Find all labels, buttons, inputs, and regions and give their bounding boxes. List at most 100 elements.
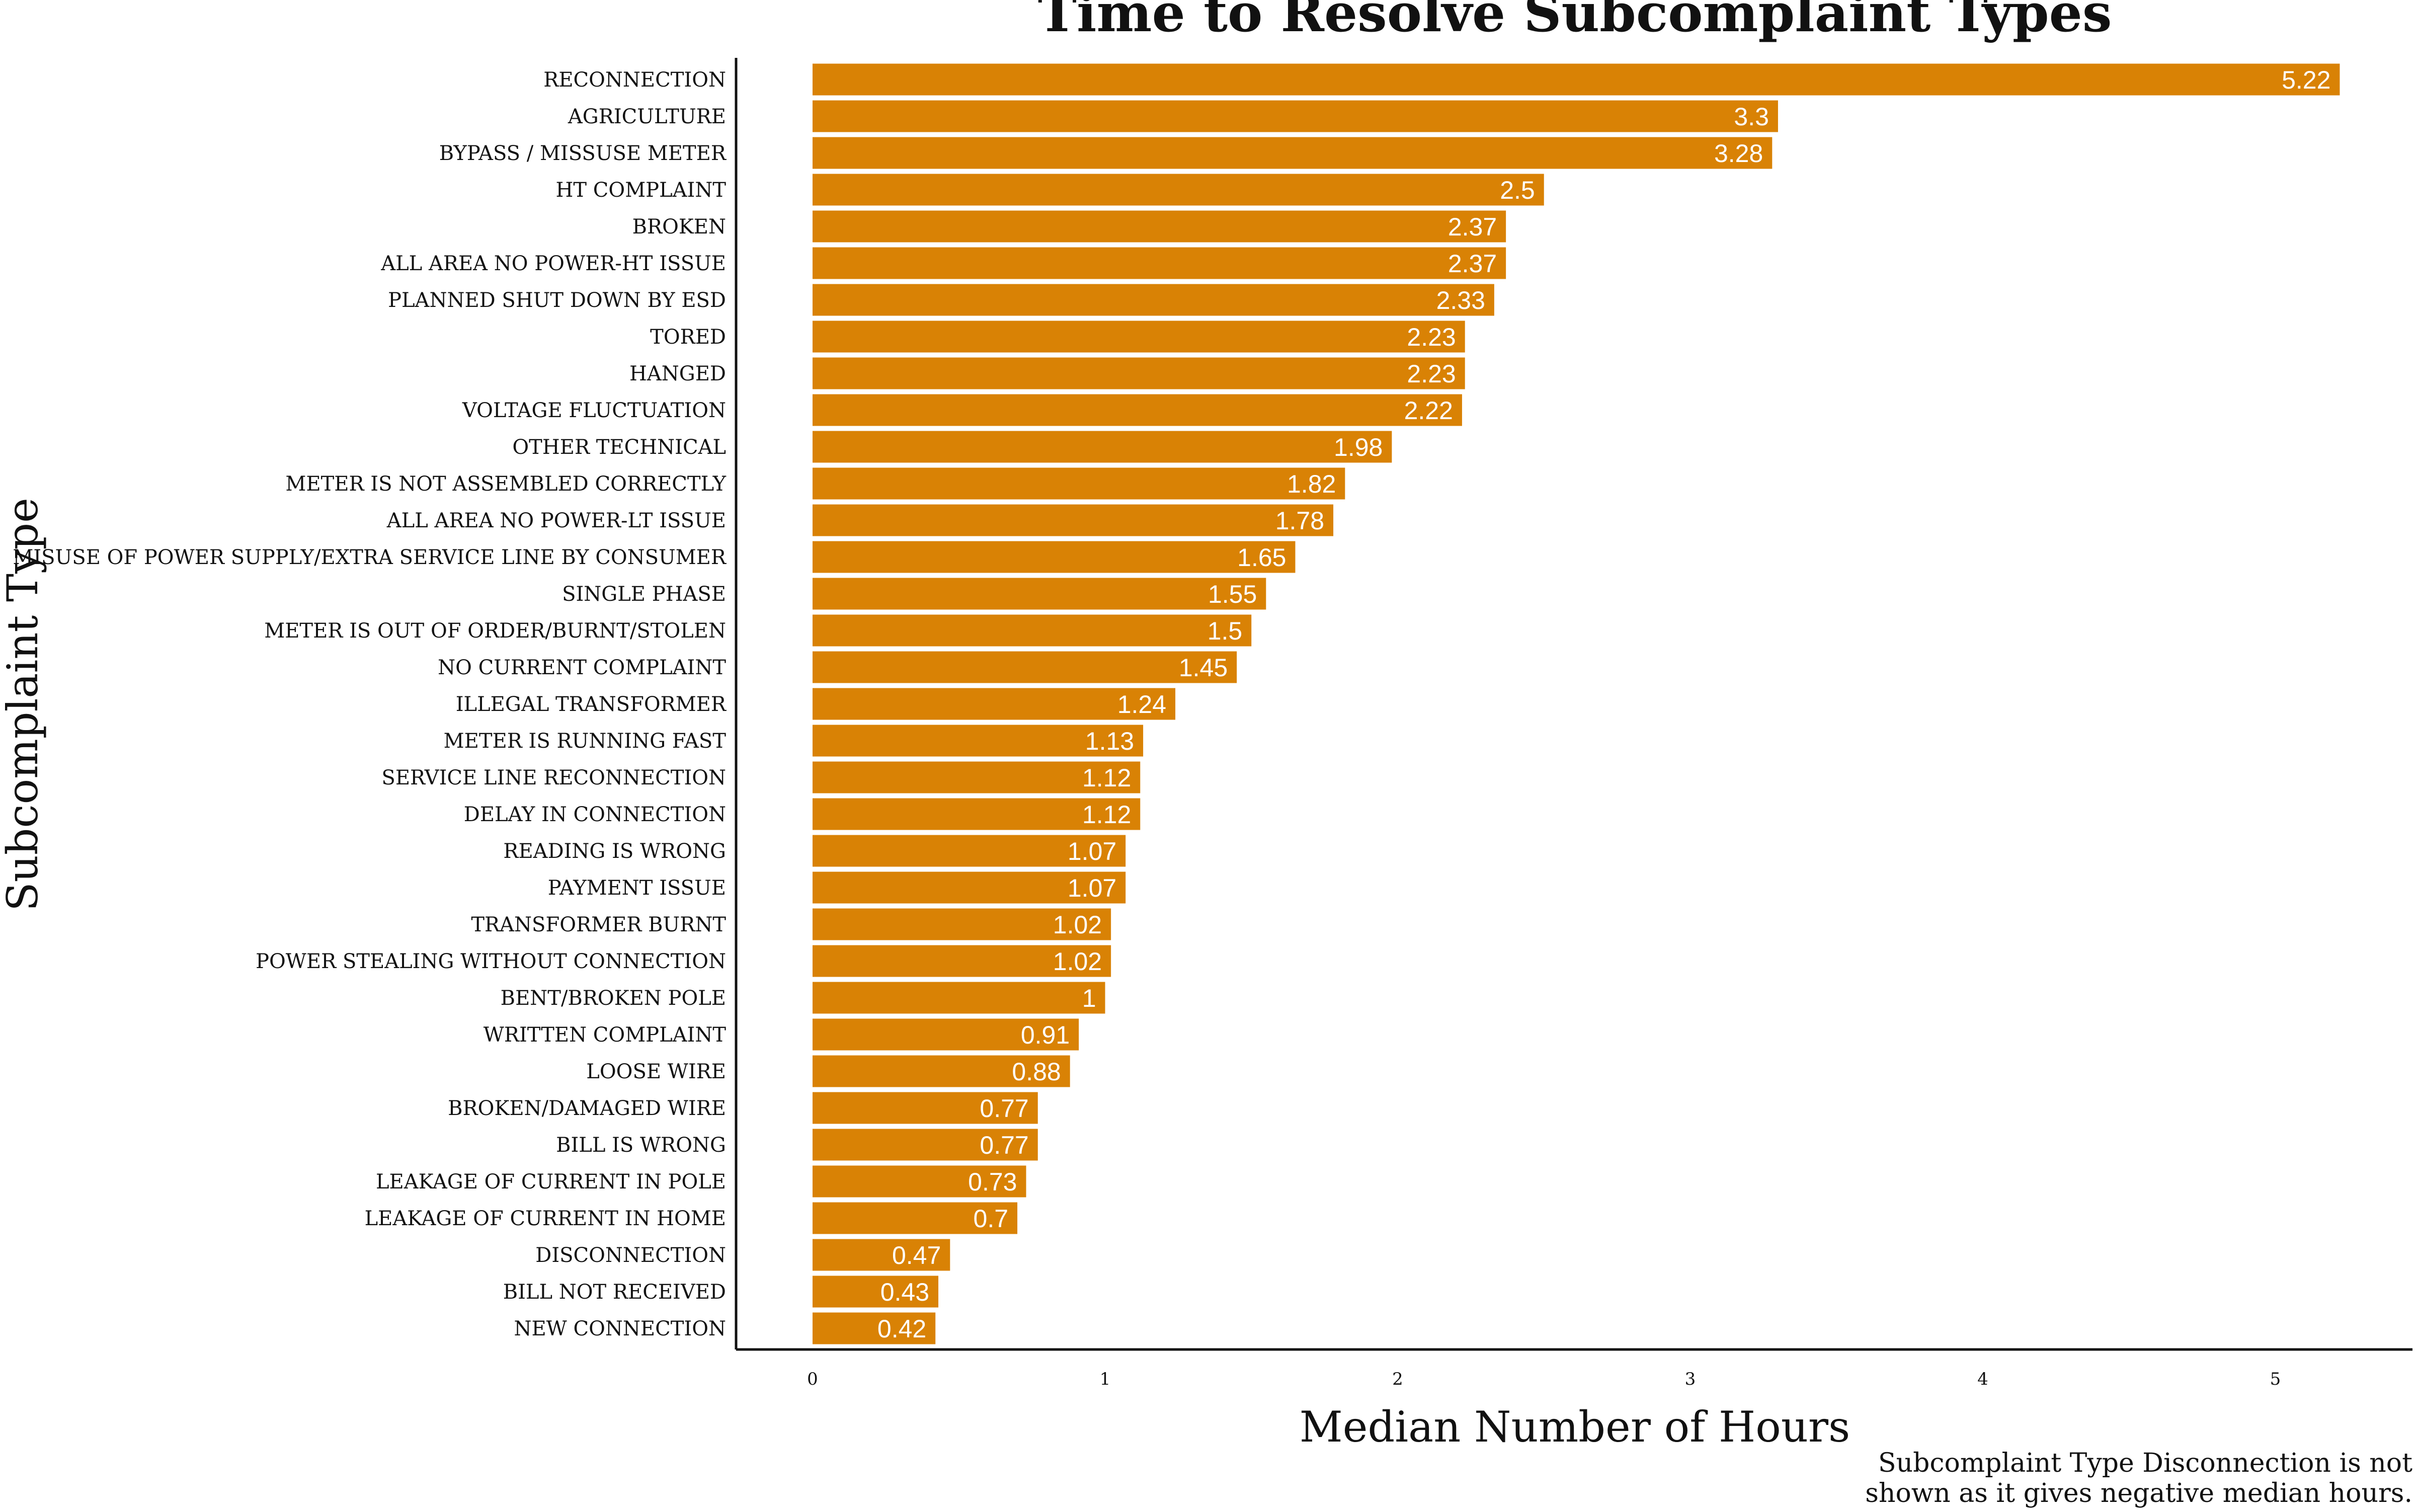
category-label: METER IS RUNNING FAST bbox=[444, 730, 727, 753]
category-label: WRITTEN COMPLAINT bbox=[484, 1023, 727, 1047]
value-label: 3.28 bbox=[1714, 139, 1763, 168]
bar bbox=[813, 798, 1141, 830]
bar bbox=[813, 100, 1778, 132]
bar bbox=[813, 578, 1266, 610]
value-label: 1.55 bbox=[1208, 580, 1257, 608]
category-label: BROKEN/DAMAGED WIRE bbox=[448, 1097, 726, 1120]
category-label: NEW CONNECTION bbox=[514, 1317, 726, 1340]
x-tick-label: 1 bbox=[1100, 1369, 1111, 1389]
category-label: SERVICE LINE RECONNECTION bbox=[381, 766, 726, 789]
category-label: HANGED bbox=[629, 362, 726, 385]
bar bbox=[813, 1165, 1026, 1198]
y-axis-title: Subcomplaint Type bbox=[0, 498, 47, 911]
bar bbox=[813, 614, 1252, 647]
category-label: OTHER TECHNICAL bbox=[512, 436, 726, 459]
value-label: 1.5 bbox=[1208, 617, 1243, 645]
category-label: HT COMPLAINT bbox=[556, 179, 727, 202]
bar bbox=[813, 1312, 936, 1344]
bar bbox=[813, 1092, 1038, 1124]
bar bbox=[813, 247, 1506, 279]
bar bbox=[813, 357, 1465, 389]
value-label: 1 bbox=[1082, 984, 1096, 1012]
bar bbox=[813, 467, 1345, 500]
x-tick-label: 0 bbox=[807, 1369, 818, 1389]
bar bbox=[813, 504, 1334, 536]
category-label: BYPASS / MISSUSE METER bbox=[439, 142, 727, 165]
value-label: 1.07 bbox=[1068, 874, 1116, 902]
x-tick-label: 2 bbox=[1392, 1369, 1403, 1389]
value-label: 0.47 bbox=[892, 1241, 941, 1269]
category-label: NO CURRENT COMPLAINT bbox=[438, 656, 726, 679]
value-label: 2.33 bbox=[1436, 286, 1485, 314]
value-label: 2.5 bbox=[1500, 176, 1535, 204]
bar bbox=[813, 688, 1176, 720]
value-label: 0.77 bbox=[980, 1094, 1028, 1123]
bar bbox=[813, 321, 1465, 353]
value-label: 2.37 bbox=[1448, 250, 1497, 278]
bar bbox=[813, 761, 1141, 793]
value-label: 1.07 bbox=[1068, 837, 1116, 865]
category-label: PAYMENT ISSUE bbox=[548, 877, 726, 900]
category-label: METER IS OUT OF ORDER/BURNT/STOLEN bbox=[264, 619, 726, 643]
value-label: 3.3 bbox=[1734, 103, 1769, 131]
bar bbox=[813, 174, 1544, 206]
category-label: BENT/BROKEN POLE bbox=[501, 987, 726, 1010]
bar bbox=[813, 63, 2340, 96]
bar bbox=[813, 284, 1494, 316]
category-label: SINGLE PHASE bbox=[562, 583, 726, 606]
bars-group bbox=[813, 63, 2340, 1344]
bar bbox=[813, 210, 1506, 243]
bar bbox=[813, 1018, 1079, 1051]
bar bbox=[813, 394, 1462, 426]
category-label: ILLEGAL TRANSFORMER bbox=[456, 693, 727, 716]
category-label: READING IS WRONG bbox=[503, 840, 726, 863]
bar bbox=[813, 945, 1111, 977]
category-label: ALL AREA NO POWER-HT ISSUE bbox=[380, 252, 726, 275]
bar bbox=[813, 137, 1773, 169]
category-label: TRANSFORMER BURNT bbox=[471, 913, 726, 936]
bar bbox=[813, 541, 1296, 573]
category-label: ALL AREA NO POWER-LT ISSUE bbox=[386, 509, 726, 532]
value-label: 1.12 bbox=[1082, 764, 1131, 792]
bar bbox=[813, 871, 1126, 904]
value-label: 1.98 bbox=[1334, 433, 1383, 461]
category-label: POWER STEALING WITHOUT CONNECTION bbox=[256, 950, 726, 973]
value-label: 1.82 bbox=[1287, 470, 1336, 498]
bar bbox=[813, 908, 1111, 940]
value-label: 5.22 bbox=[2282, 66, 2330, 94]
category-label: AGRICULTURE bbox=[568, 105, 726, 128]
bar bbox=[813, 1202, 1018, 1234]
value-label: 1.65 bbox=[1237, 543, 1286, 572]
value-label: 1.02 bbox=[1053, 911, 1102, 939]
caption-line-1: Subcomplaint Type Disconnection is not bbox=[1878, 1448, 2412, 1478]
category-label: MISUSE OF POWER SUPPLY/EXTRA SERVICE LIN… bbox=[13, 546, 727, 569]
value-label: 0.77 bbox=[980, 1131, 1028, 1159]
caption-line-2: shown as it gives negative median hours. bbox=[1865, 1478, 2412, 1508]
value-label: 0.43 bbox=[880, 1278, 929, 1306]
value-label: 1.78 bbox=[1275, 507, 1324, 535]
bar bbox=[813, 651, 1237, 683]
value-label: 0.42 bbox=[877, 1315, 926, 1343]
category-label: VOLTAGE FLUCTUATION bbox=[462, 399, 726, 422]
value-label: 2.22 bbox=[1404, 396, 1453, 425]
bar bbox=[813, 982, 1105, 1014]
category-labels-group: RECONNECTION AGRICULTURE BYPASS / MISSUSE … bbox=[13, 68, 727, 1340]
value-label: 1.45 bbox=[1179, 654, 1228, 682]
category-label: BILL IS WRONG bbox=[556, 1134, 726, 1157]
value-label: 0.88 bbox=[1012, 1058, 1061, 1086]
category-label: PLANNED SHUT DOWN BY ESD bbox=[388, 289, 726, 312]
category-label: BROKEN bbox=[632, 215, 726, 238]
value-label: 1.02 bbox=[1053, 947, 1102, 976]
bar bbox=[813, 1129, 1038, 1161]
x-tick-label: 4 bbox=[1977, 1369, 1988, 1389]
bar bbox=[813, 1055, 1070, 1087]
x-tick-label: 5 bbox=[2270, 1369, 2281, 1389]
value-label: 1.12 bbox=[1082, 801, 1131, 829]
x-ticks-group: 0 1 2 3 4 5 bbox=[807, 1369, 2281, 1389]
bar bbox=[813, 431, 1392, 463]
value-label: 0.73 bbox=[968, 1168, 1017, 1196]
category-label: LOOSE WIRE bbox=[586, 1060, 726, 1083]
bar bbox=[813, 835, 1126, 867]
